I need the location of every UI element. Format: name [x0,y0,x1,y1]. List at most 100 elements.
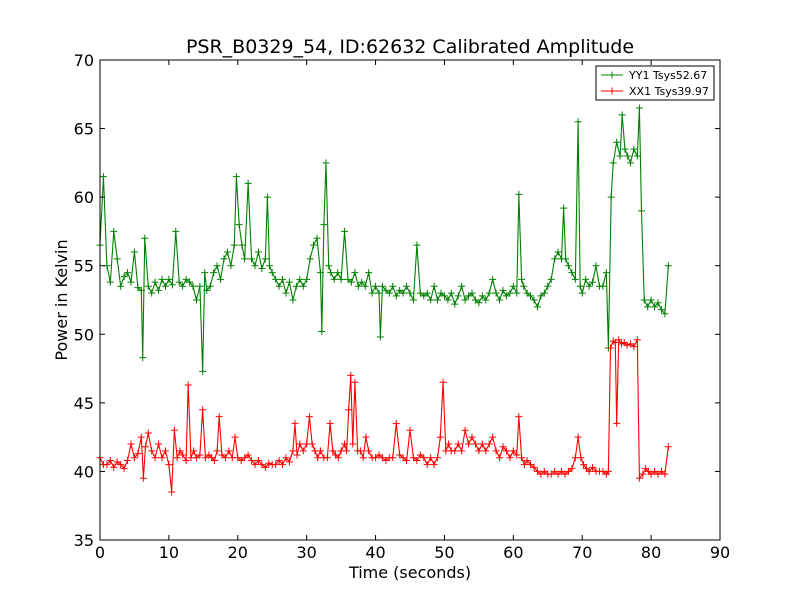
data-point [554,248,562,256]
chart-title: PSR_B0329_54, ID:62632 Calibrated Amplit… [186,36,634,58]
data-point [354,282,362,290]
data-point [261,255,269,263]
data-point [496,296,504,304]
data-point [478,292,486,300]
data-point [299,447,307,455]
data-point [540,289,548,297]
data-point [657,306,665,314]
data-point [293,451,301,459]
data-point [392,419,400,427]
data-point [613,138,621,146]
data-point [168,281,176,289]
data-point [664,262,672,270]
x-tick-label: 70 [572,543,592,562]
data-point [513,289,521,297]
data-point [544,282,552,290]
legend-label: YY1 Tsys52.67 [628,69,707,82]
data-point [308,440,316,448]
data-point [365,269,373,277]
data-point [268,269,276,277]
data-point [520,282,528,290]
data-point [502,447,510,455]
data-point [117,282,125,290]
data-point [285,278,293,286]
legend: YY1 Tsys52.67 XX1 Tsys39.97 [595,65,715,101]
data-point [562,255,570,263]
data-point [110,463,118,471]
data-point [210,269,218,277]
data-point [144,282,152,290]
data-point [137,286,145,294]
data-point [322,159,330,167]
data-point [272,461,280,469]
data-point [509,447,517,455]
data-point [427,454,435,462]
data-point [471,440,479,448]
data-point [196,282,204,290]
data-point [485,289,493,297]
data-point [475,447,483,455]
data-point [248,255,256,263]
data-point [299,282,307,290]
data-point [175,278,183,286]
data-point [454,292,462,300]
data-point [496,454,504,462]
data-point [661,310,669,318]
data-point [313,234,321,242]
data-point [580,461,588,469]
series-2 [96,336,672,496]
data-point [430,461,438,469]
data-point [458,447,466,455]
data-point [644,303,652,311]
data-point [155,286,163,294]
data-point [571,275,579,283]
data-point [182,456,190,464]
data-point [210,456,218,464]
data-point [609,159,617,167]
data-point [351,378,359,386]
data-point [254,456,262,464]
data-point [499,286,507,294]
data-point [179,451,187,459]
data-point [640,296,648,304]
data-point [592,262,600,270]
data-point [334,454,342,462]
data-point [574,118,582,126]
data-point [186,278,194,286]
data-point [599,282,607,290]
data-point [199,367,207,375]
data-point [482,447,490,455]
data-point [144,429,152,437]
data-point [158,454,166,462]
y-tick-label: 60 [74,188,94,207]
data-point [213,447,221,455]
data-point [263,193,271,201]
data-point [423,289,431,297]
data-point [190,447,198,455]
data-point [285,458,293,466]
data-point [385,289,393,297]
data-point [230,241,238,249]
data-point [451,447,459,455]
data-point [482,296,490,304]
data-point [347,371,355,379]
data-point [139,354,147,362]
data-point [199,406,207,414]
data-point [272,275,280,283]
data-point [141,443,149,451]
data-point [633,336,641,344]
data-point [475,299,483,307]
legend-marker [608,87,616,95]
legend-box [595,65,715,101]
data-point [461,426,469,434]
data-point [530,296,538,304]
data-point [444,296,452,304]
data-point [289,296,297,304]
data-point [124,456,132,464]
data-point [184,381,192,389]
data-point [378,282,386,290]
data-point [635,474,643,482]
y-axis-label: Power in Kelvin [52,239,71,360]
data-point [241,255,249,263]
data-point [447,289,455,297]
